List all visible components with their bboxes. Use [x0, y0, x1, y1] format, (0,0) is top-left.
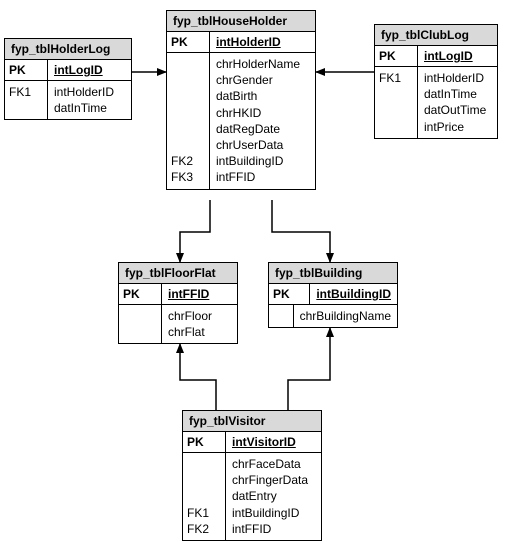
entity-building: fyp_tblBuilding PK intBuildingID chrBuil…	[268, 262, 398, 328]
field: datInTime	[424, 86, 491, 102]
edge-householder-building	[272, 200, 330, 262]
fk-label: FK1	[379, 70, 413, 86]
field: intHolderID	[54, 84, 125, 100]
pk-label: PK	[119, 284, 162, 304]
pk-row: PK intBuildingID	[269, 284, 397, 305]
field: chrFingerData	[232, 472, 315, 488]
pk-row: PK intVisitorID	[183, 432, 321, 453]
pk-label: PK	[375, 46, 418, 66]
er-diagram-canvas: fyp_tblHolderLog PK intLogID FK1 intHold…	[0, 0, 505, 556]
pk-label: PK	[269, 284, 310, 304]
entity-title: fyp_tblFloorFlat	[119, 263, 237, 284]
pk-label: PK	[167, 32, 210, 52]
field: intBuildingID	[216, 153, 309, 169]
field: chrFlat	[168, 324, 231, 340]
field: datOutTime	[424, 102, 491, 118]
entity-body: FK1 intHolderID datInTime	[5, 81, 131, 119]
fields: chrFloor chrFlat	[162, 305, 237, 343]
pk-field: intLogID	[48, 60, 131, 80]
pk-field: intFFID	[162, 284, 237, 304]
fk-col: FK2 FK3	[167, 53, 210, 189]
fk-col: FK1	[5, 81, 48, 119]
entity-title: fyp_tblClubLog	[375, 25, 497, 46]
edge-visitor-floorflat	[180, 344, 216, 410]
field: chrGender	[216, 72, 309, 88]
entity-house-holder: fyp_tblHouseHolder PK intHolderID FK2 FK…	[166, 10, 316, 190]
entity-body: FK2 FK3 chrHolderName chrGender datBirth…	[167, 53, 315, 189]
field: chrFaceData	[232, 456, 315, 472]
field: intHolderID	[424, 70, 491, 86]
field: chrHolderName	[216, 56, 309, 72]
fk-col: FK1 FK2	[183, 453, 226, 540]
entity-title: fyp_tblBuilding	[269, 263, 397, 284]
entity-body: FK1 intHolderID datInTime datOutTime int…	[375, 67, 497, 138]
pk-row: PK intFFID	[119, 284, 237, 305]
pk-label: PK	[183, 432, 226, 452]
field: datRegDate	[216, 121, 309, 137]
field: chrFloor	[168, 308, 231, 324]
fk-label: FK2	[187, 521, 221, 537]
fk-label: FK3	[171, 169, 205, 185]
pk-row: PK intLogID	[375, 46, 497, 67]
pk-field: intHolderID	[210, 32, 315, 52]
edge-householder-floorflat	[180, 200, 210, 262]
entity-visitor: fyp_tblVisitor PK intVisitorID FK1 FK2 c…	[182, 410, 322, 541]
fk-label: FK2	[171, 153, 205, 169]
fk-col: FK1	[375, 67, 418, 138]
field: intFFID	[232, 521, 315, 537]
field: intFFID	[216, 169, 309, 185]
fields: intHolderID datInTime datOutTime intPric…	[418, 67, 497, 138]
pk-field: intLogID	[418, 46, 497, 66]
fields: intHolderID datInTime	[48, 81, 131, 119]
entity-body: chrBuildingName	[269, 305, 397, 327]
entity-floor-flat: fyp_tblFloorFlat PK intFFID chrFloor chr…	[118, 262, 238, 344]
field: chrBuildingName	[300, 308, 391, 324]
field: intPrice	[424, 119, 491, 135]
pk-row: PK intHolderID	[167, 32, 315, 53]
pk-label: PK	[5, 60, 48, 80]
fields: chrBuildingName	[294, 305, 397, 327]
pk-field: intBuildingID	[310, 284, 397, 304]
entity-body: chrFloor chrFlat	[119, 305, 237, 343]
fk-col	[119, 305, 162, 343]
fields: chrFaceData chrFingerData datEntry intBu…	[226, 453, 321, 540]
fields: chrHolderName chrGender datBirth chrHKID…	[210, 53, 315, 189]
field: chrUserData	[216, 137, 309, 153]
entity-club-log: fyp_tblClubLog PK intLogID FK1 intHolder…	[374, 24, 498, 139]
entity-title: fyp_tblHouseHolder	[167, 11, 315, 32]
pk-field: intVisitorID	[226, 432, 321, 452]
fk-label: FK1	[9, 84, 43, 100]
entity-holder-log: fyp_tblHolderLog PK intLogID FK1 intHold…	[4, 38, 132, 120]
pk-row: PK intLogID	[5, 60, 131, 81]
field: datEntry	[232, 488, 315, 504]
entity-body: FK1 FK2 chrFaceData chrFingerData datEnt…	[183, 453, 321, 540]
fk-col	[269, 305, 294, 327]
edge-visitor-building	[288, 328, 330, 410]
field: datBirth	[216, 88, 309, 104]
field: chrHKID	[216, 105, 309, 121]
fk-label: FK1	[187, 505, 221, 521]
entity-title: fyp_tblVisitor	[183, 411, 321, 432]
field: intBuildingID	[232, 505, 315, 521]
entity-title: fyp_tblHolderLog	[5, 39, 131, 60]
field: datInTime	[54, 100, 125, 116]
